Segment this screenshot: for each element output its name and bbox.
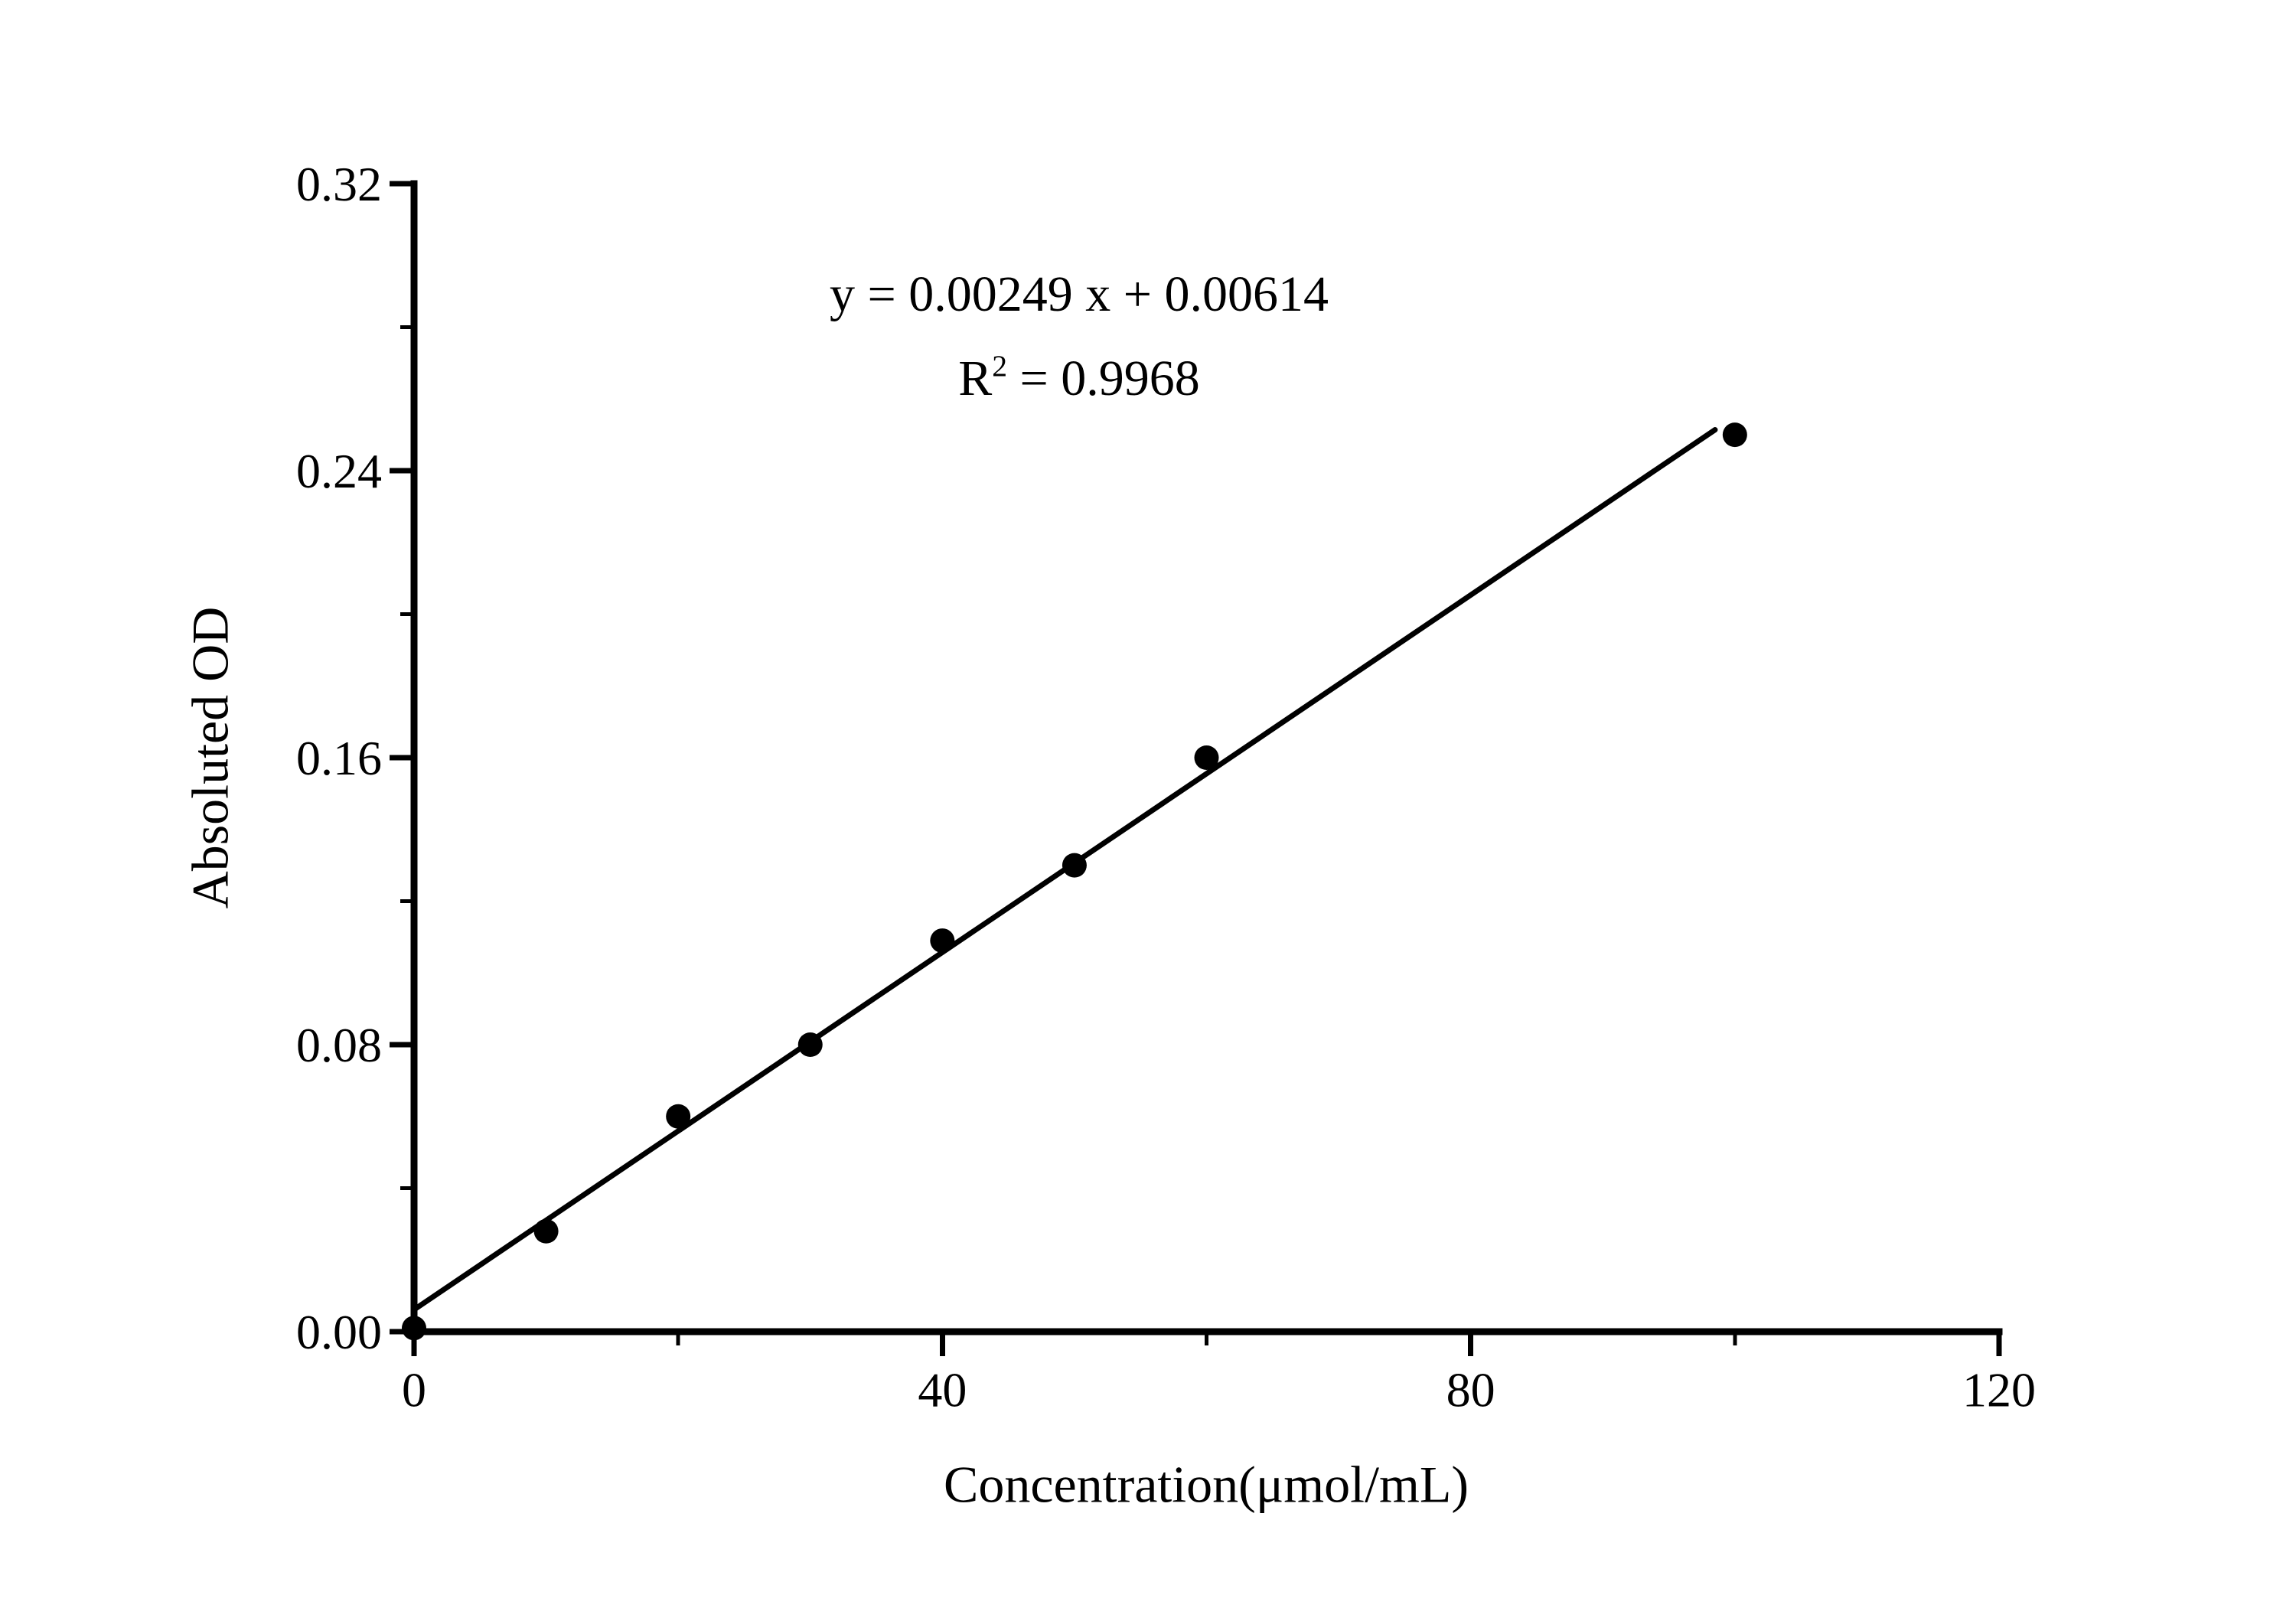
data-point [1722,422,1747,448]
r-exponent: 2 [992,349,1008,383]
data-point [533,1218,559,1244]
data-point [1194,745,1219,770]
y-tick-label: 0.00 [296,1305,382,1359]
y-tick-label: 0.08 [296,1018,382,1072]
data-point [666,1104,691,1129]
y-tick-label: 0.16 [296,731,382,785]
data-point [797,1032,823,1057]
y-axis-title: Absoluted OD [181,606,240,909]
x-tick-label: 120 [1962,1363,2036,1417]
x-tick-label: 40 [918,1363,967,1417]
r-squared-value: = 0.9968 [1007,351,1200,406]
data-point [402,1316,426,1341]
fit-annotation: y = 0.00249 x + 0.00614 R2 = 0.9968 [830,253,1329,427]
y-tick-label: 0.24 [296,444,382,498]
y-tick-label: 0.32 [296,157,382,211]
x-tick-label: 0 [402,1363,426,1417]
x-tick-label: 80 [1446,1363,1495,1417]
r-squared-text: R2 = 0.9968 [830,337,1329,427]
data-point [1062,853,1087,878]
x-axis-title: Concentration(μmol/mL) [943,1455,1469,1514]
fit-equation-text: y = 0.00249 x + 0.00614 [830,266,1329,322]
data-point [930,928,955,954]
r-symbol: R [958,351,993,406]
